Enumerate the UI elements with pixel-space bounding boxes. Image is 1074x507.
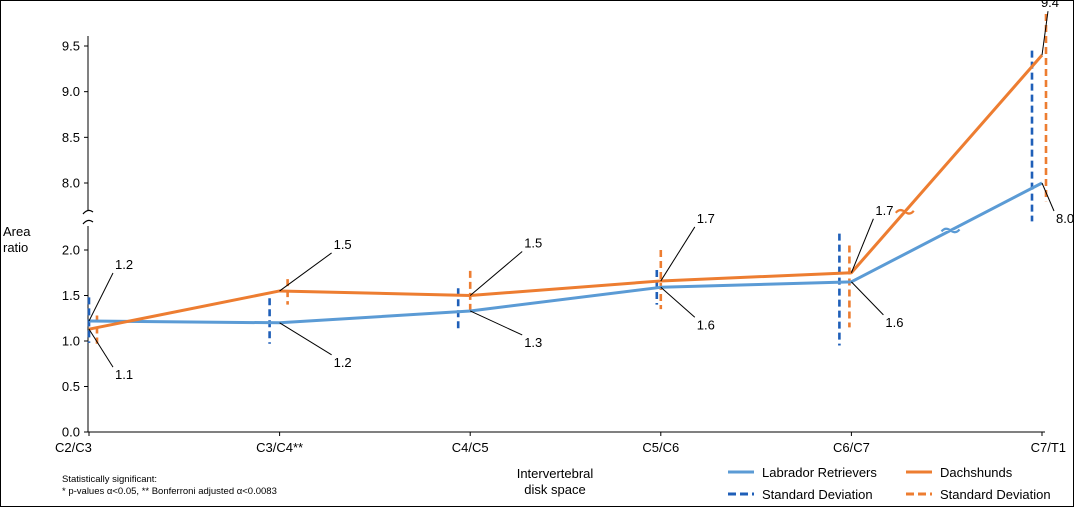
y-tick-label: 0.5 [62,379,80,394]
y-tick-label: 9.0 [62,84,80,99]
data-label-leader [279,252,332,292]
footnote-line-2: * p-values α<0.05, ** Bonferroni adjuste… [62,486,277,497]
y-tick-label: 9.5 [62,39,80,54]
x-tick-label: C3/C4** [256,440,303,455]
series-line-labrador [88,181,1043,325]
data-label-dachshund: 1.5 [524,236,542,251]
x-tick-label: C7/T1 [1031,440,1066,455]
data-label-dachshund: 1.7 [697,211,715,226]
x-tick-label: C4/C5 [452,440,489,455]
x-tick-label: C2/C3 [55,440,92,455]
footnote-line-1: Statistically significant: [62,474,158,485]
x-tick-label: C6/C7 [833,440,870,455]
data-label-leader [660,286,696,318]
x-tick-label: C5/C6 [642,440,679,455]
y-tick-label: 1.5 [62,288,80,303]
data-label-leader [88,272,114,322]
series-break-mark [940,227,961,234]
data-label-leader [851,281,884,316]
y-axis-label-line-2: ratio [3,240,29,255]
data-label-leader [88,328,114,368]
x-axis-label-line-1: Intervertebral [516,466,594,481]
data-label-leader [279,322,332,356]
y-axis-label-line-1: Area [3,224,31,239]
legend-label: Standard Deviation [940,487,1051,502]
axis-break-mark-lower [82,219,94,225]
legend-label: Standard Deviation [762,487,873,502]
data-label-dachshund: 1.1 [115,367,133,382]
y-tick-label: 1.0 [62,334,80,349]
data-label-leader [660,226,696,282]
significance-footnote: Statistically significant: * p-values α<… [62,474,277,498]
data-label-dachshund: 1.5 [334,237,352,252]
data-label-dachshund: 9.4 [1041,0,1059,10]
data-label-leader [469,310,523,336]
data-label-leader [850,218,874,273]
data-label-labrador: 8.0 [1056,211,1074,226]
data-label-labrador: 1.6 [885,315,903,330]
data-label-leader [1041,182,1055,212]
legend-label: Dachshunds [940,465,1013,480]
data-label-labrador: 1.6 [697,317,715,332]
x-axis-label: Intervertebral disk space [500,466,610,498]
y-axis-label: Area ratio [3,224,39,256]
y-tick-label: 8.5 [62,130,80,145]
axis-break-mark-upper [82,209,94,215]
y-tick-label: 2.0 [62,243,80,258]
series-line-dachshund [88,54,1044,331]
x-axis-label-line-2: disk space [524,482,586,497]
y-tick-label: 8.0 [62,176,80,191]
data-label-labrador: 1.2 [115,257,133,272]
data-label-labrador: 1.2 [334,355,352,370]
data-label-leader [469,251,523,296]
data-label-leader [1041,11,1049,56]
series-break-mark [894,208,915,215]
data-label-dachshund: 1.7 [875,203,893,218]
y-tick-label: 0.0 [62,425,80,440]
data-label-labrador: 1.3 [524,335,542,350]
legend-label: Labrador Retrievers [762,465,877,480]
